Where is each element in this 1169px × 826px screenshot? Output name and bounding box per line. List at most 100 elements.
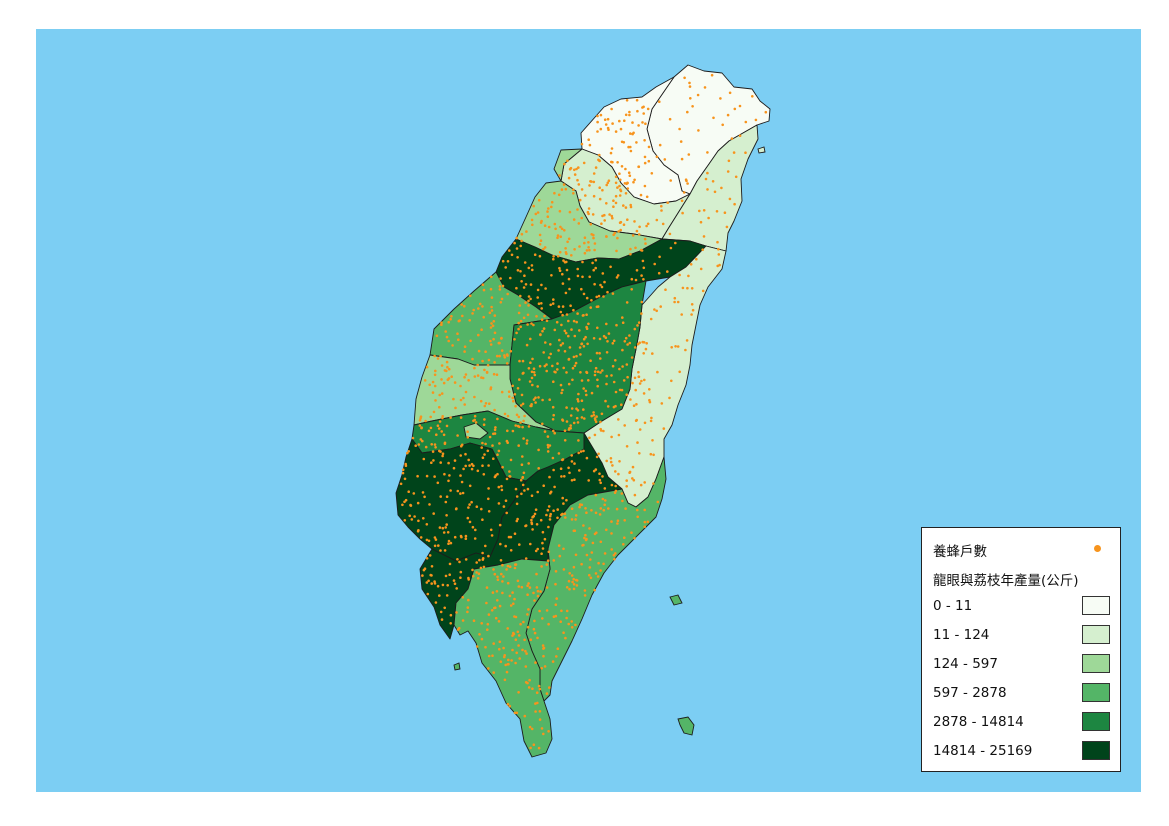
- beekeeper-dot: [484, 645, 487, 649]
- beekeeper-dot: [524, 665, 528, 668]
- beekeeper-dot: [696, 93, 700, 97]
- beekeeper-dot: [547, 505, 551, 508]
- beekeeper-dot: [592, 233, 595, 237]
- beekeeper-dot: [607, 332, 611, 335]
- beekeeper-dot: [650, 416, 653, 420]
- beekeeper-dot: [532, 591, 535, 595]
- beekeeper-dot: [640, 312, 643, 315]
- islet-liuqiu: [453, 662, 461, 671]
- beekeeper-dot: [488, 311, 492, 315]
- beekeeper-dot: [594, 258, 598, 262]
- county-polygons: [395, 64, 771, 758]
- beekeeper-dot: [470, 467, 474, 471]
- beekeeper-dot: [472, 619, 476, 622]
- beekeeper-dot: [418, 424, 422, 427]
- beekeeper-dot: [610, 548, 613, 551]
- beekeeper-dot: [507, 535, 511, 539]
- beekeeper-dot: [521, 455, 524, 458]
- beekeeper-dot: [640, 379, 643, 383]
- beekeeper-dot: [628, 113, 631, 117]
- beekeeper-dot: [629, 203, 632, 207]
- beekeeper-dot: [540, 727, 544, 730]
- beekeeper-dot: [572, 421, 576, 425]
- beekeeper-dot: [629, 252, 632, 256]
- beekeeper-dot: [554, 582, 557, 586]
- beekeeper-dot: [552, 298, 555, 301]
- beekeeper-dot: [585, 511, 588, 514]
- beekeeper-dot: [541, 541, 544, 545]
- beekeeper-dot: [478, 302, 482, 306]
- beekeeper-dot: [489, 528, 493, 532]
- beekeeper-dot: [611, 292, 615, 295]
- beekeeper-dot: [438, 594, 441, 597]
- beekeeper-dot: [626, 218, 629, 221]
- beekeeper-dot: [447, 461, 450, 465]
- beekeeper-dot: [625, 363, 629, 366]
- beekeeper-dot: [639, 193, 643, 197]
- beekeeper-dot: [517, 585, 521, 588]
- beekeeper-dot: [425, 581, 429, 584]
- beekeeper-dot: [644, 242, 647, 245]
- beekeeper-dot: [449, 613, 453, 617]
- beekeeper-dot: [635, 141, 638, 144]
- beekeeper-dot: [511, 384, 514, 388]
- beekeeper-dot: [527, 295, 531, 298]
- beekeeper-dot: [562, 547, 565, 551]
- beekeeper-dot: [404, 462, 408, 466]
- beekeeper-dot: [656, 370, 659, 374]
- beekeeper-dot: [559, 310, 563, 314]
- beekeeper-dot: [522, 471, 526, 475]
- beekeeper-dot: [501, 563, 504, 567]
- beekeeper-dot: [590, 414, 593, 418]
- beekeeper-dot: [699, 220, 703, 224]
- beekeeper-dot: [460, 480, 464, 484]
- beekeeper-dot: [572, 218, 576, 221]
- beekeeper-dot: [596, 370, 600, 374]
- beekeeper-dot: [680, 313, 683, 316]
- beekeeper-dot: [429, 415, 433, 419]
- beekeeper-dot: [594, 420, 598, 424]
- beekeeper-dot: [643, 161, 647, 165]
- beekeeper-dot: [468, 520, 472, 524]
- beekeeper-dot: [580, 562, 583, 566]
- beekeeper-dot: [614, 484, 617, 488]
- region-chiayi-city: [463, 422, 489, 440]
- beekeeper-dot: [523, 489, 526, 492]
- beekeeper-dot: [519, 270, 522, 273]
- beekeeper-dot: [454, 406, 457, 410]
- beekeeper-dot: [495, 373, 499, 377]
- beekeeper-dot: [728, 197, 732, 201]
- beekeeper-dot: [552, 429, 555, 433]
- beekeeper-dot: [537, 396, 540, 399]
- beekeeper-dot: [576, 312, 579, 315]
- beekeeper-dot: [479, 566, 483, 570]
- beekeeper-dot: [497, 485, 501, 489]
- beekeeper-dot: [570, 507, 574, 511]
- beekeeper-dot: [550, 205, 553, 209]
- beekeeper-dot: [704, 177, 708, 181]
- beekeeper-dot: [432, 459, 435, 462]
- beekeeper-dot: [401, 468, 405, 472]
- beekeeper-dot: [624, 507, 627, 510]
- beekeeper-dot: [589, 359, 592, 363]
- beekeeper-dot: [599, 127, 603, 131]
- beekeeper-dot: [505, 362, 509, 365]
- beekeeper-dot: [433, 580, 436, 583]
- beekeeper-dot: [626, 181, 629, 185]
- beekeeper-dot: [446, 365, 449, 369]
- beekeeper-dot: [645, 195, 649, 199]
- beekeeper-dot: [529, 361, 532, 365]
- beekeeper-dot: [426, 592, 430, 596]
- beekeeper-dot: [445, 360, 449, 364]
- beekeeper-dot: [496, 453, 499, 457]
- beekeeper-dot: [429, 573, 433, 577]
- beekeeper-dot: [598, 159, 601, 163]
- beekeeper-dot: [468, 503, 471, 506]
- beekeeper-dot: [643, 237, 647, 241]
- beekeeper-dot: [462, 467, 465, 471]
- beekeeper-dot: [524, 557, 528, 560]
- beekeeper-dot: [583, 241, 586, 245]
- beekeeper-dot: [744, 120, 748, 124]
- beekeeper-dot: [480, 446, 484, 449]
- beekeeper-dot: [580, 287, 583, 291]
